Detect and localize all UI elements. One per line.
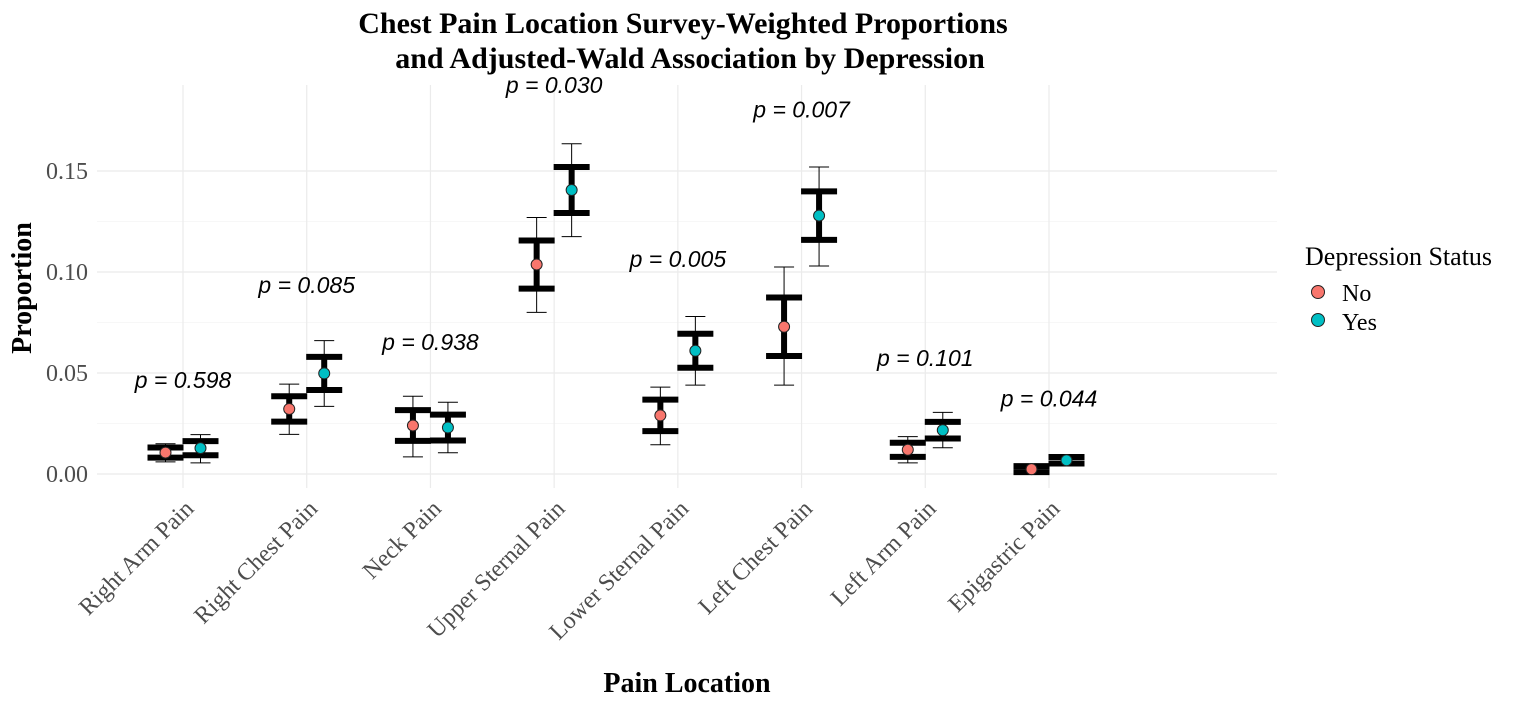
point-no (654, 409, 667, 422)
point-no (283, 402, 296, 415)
p-value-label: p = 0.598 (134, 367, 232, 393)
p-value-label: p = 0.938 (381, 329, 479, 355)
x-tick-label: Left Arm Pain (826, 496, 941, 611)
legend-swatch-yes (1311, 313, 1325, 327)
point-no (159, 446, 172, 459)
legend-swatch-no (1311, 285, 1325, 299)
x-tick-label: Right Arm Pain (74, 496, 199, 621)
point-yes (813, 209, 826, 222)
error-bar-group-yes (553, 143, 590, 238)
p-value-label: p = 0.085 (257, 272, 355, 298)
error-bar-group-yes (677, 315, 714, 386)
y-tick-label: 0.05 (46, 361, 88, 387)
point-no (1025, 463, 1038, 476)
error-bar-group-yes (306, 340, 343, 407)
y-tick-label: 0.15 (46, 159, 88, 185)
chart-title-line-1: Chest Pain Location Survey-Weighted Prop… (358, 7, 1007, 40)
point-yes (936, 424, 949, 437)
x-tick-label: Epigastric Pain (944, 496, 1066, 618)
error-bar-group-no (1013, 463, 1050, 476)
point-no (778, 320, 791, 333)
y-axis-ticks: 0.00 0.05 0.10 0.15 (46, 159, 88, 488)
error-bar-group-yes (924, 411, 961, 449)
p-value-label: p = 0.044 (1000, 385, 1098, 411)
x-tick-label: Upper Sternal Pain (423, 496, 571, 644)
x-tick-label: Right Chest Pain (190, 496, 323, 629)
point-no (901, 443, 914, 456)
p-value-label: p = 0.030 (505, 72, 603, 98)
legend-title: Depression Status (1305, 242, 1492, 271)
error-bar-group-no (271, 383, 308, 435)
error-bar-group-yes (182, 434, 219, 464)
p-value-annotations: p = 0.598 p = 0.085 p = 0.938 p = 0.030 p = … (134, 72, 1098, 411)
y-axis-title: Proportion (7, 222, 38, 354)
point-no (406, 419, 419, 432)
point-yes (565, 183, 578, 196)
error-bar-group-no (394, 395, 431, 458)
y-tick-label: 0.00 (46, 462, 88, 488)
point-yes (689, 344, 702, 357)
legend-label-yes: Yes (1342, 310, 1377, 336)
chart-title-line-2: and Adjusted-Wald Association by Depress… (395, 42, 985, 75)
error-bar-group-no (147, 443, 184, 463)
data-marks (147, 143, 1085, 476)
p-value-label: p = 0.101 (876, 345, 974, 371)
error-bar-group-no (518, 216, 555, 313)
point-yes (1060, 454, 1073, 467)
x-axis-title: Pain Location (603, 668, 771, 699)
error-bar-group-yes (801, 166, 838, 267)
x-tick-label: Lower Sternal Pain (545, 496, 694, 645)
x-tick-label: Left Chest Pain (694, 496, 818, 620)
point-yes (318, 367, 331, 380)
legend: Depression Status No Yes (1305, 242, 1492, 336)
legend-label-no: No (1342, 281, 1371, 307)
p-value-label: p = 0.005 (629, 246, 727, 272)
error-bar-group-no (642, 386, 679, 446)
point-yes (194, 442, 207, 455)
y-tick-label: 0.10 (46, 260, 88, 286)
point-no (530, 258, 543, 271)
point-yes (441, 421, 454, 434)
p-value-label: p = 0.007 (752, 96, 851, 122)
error-bar-group-no (889, 436, 926, 464)
error-bar-group-yes (1048, 454, 1085, 467)
error-bar-group-no (766, 266, 803, 386)
x-tick-label: Neck Pain (358, 496, 447, 585)
error-bar-group-yes (429, 401, 466, 454)
